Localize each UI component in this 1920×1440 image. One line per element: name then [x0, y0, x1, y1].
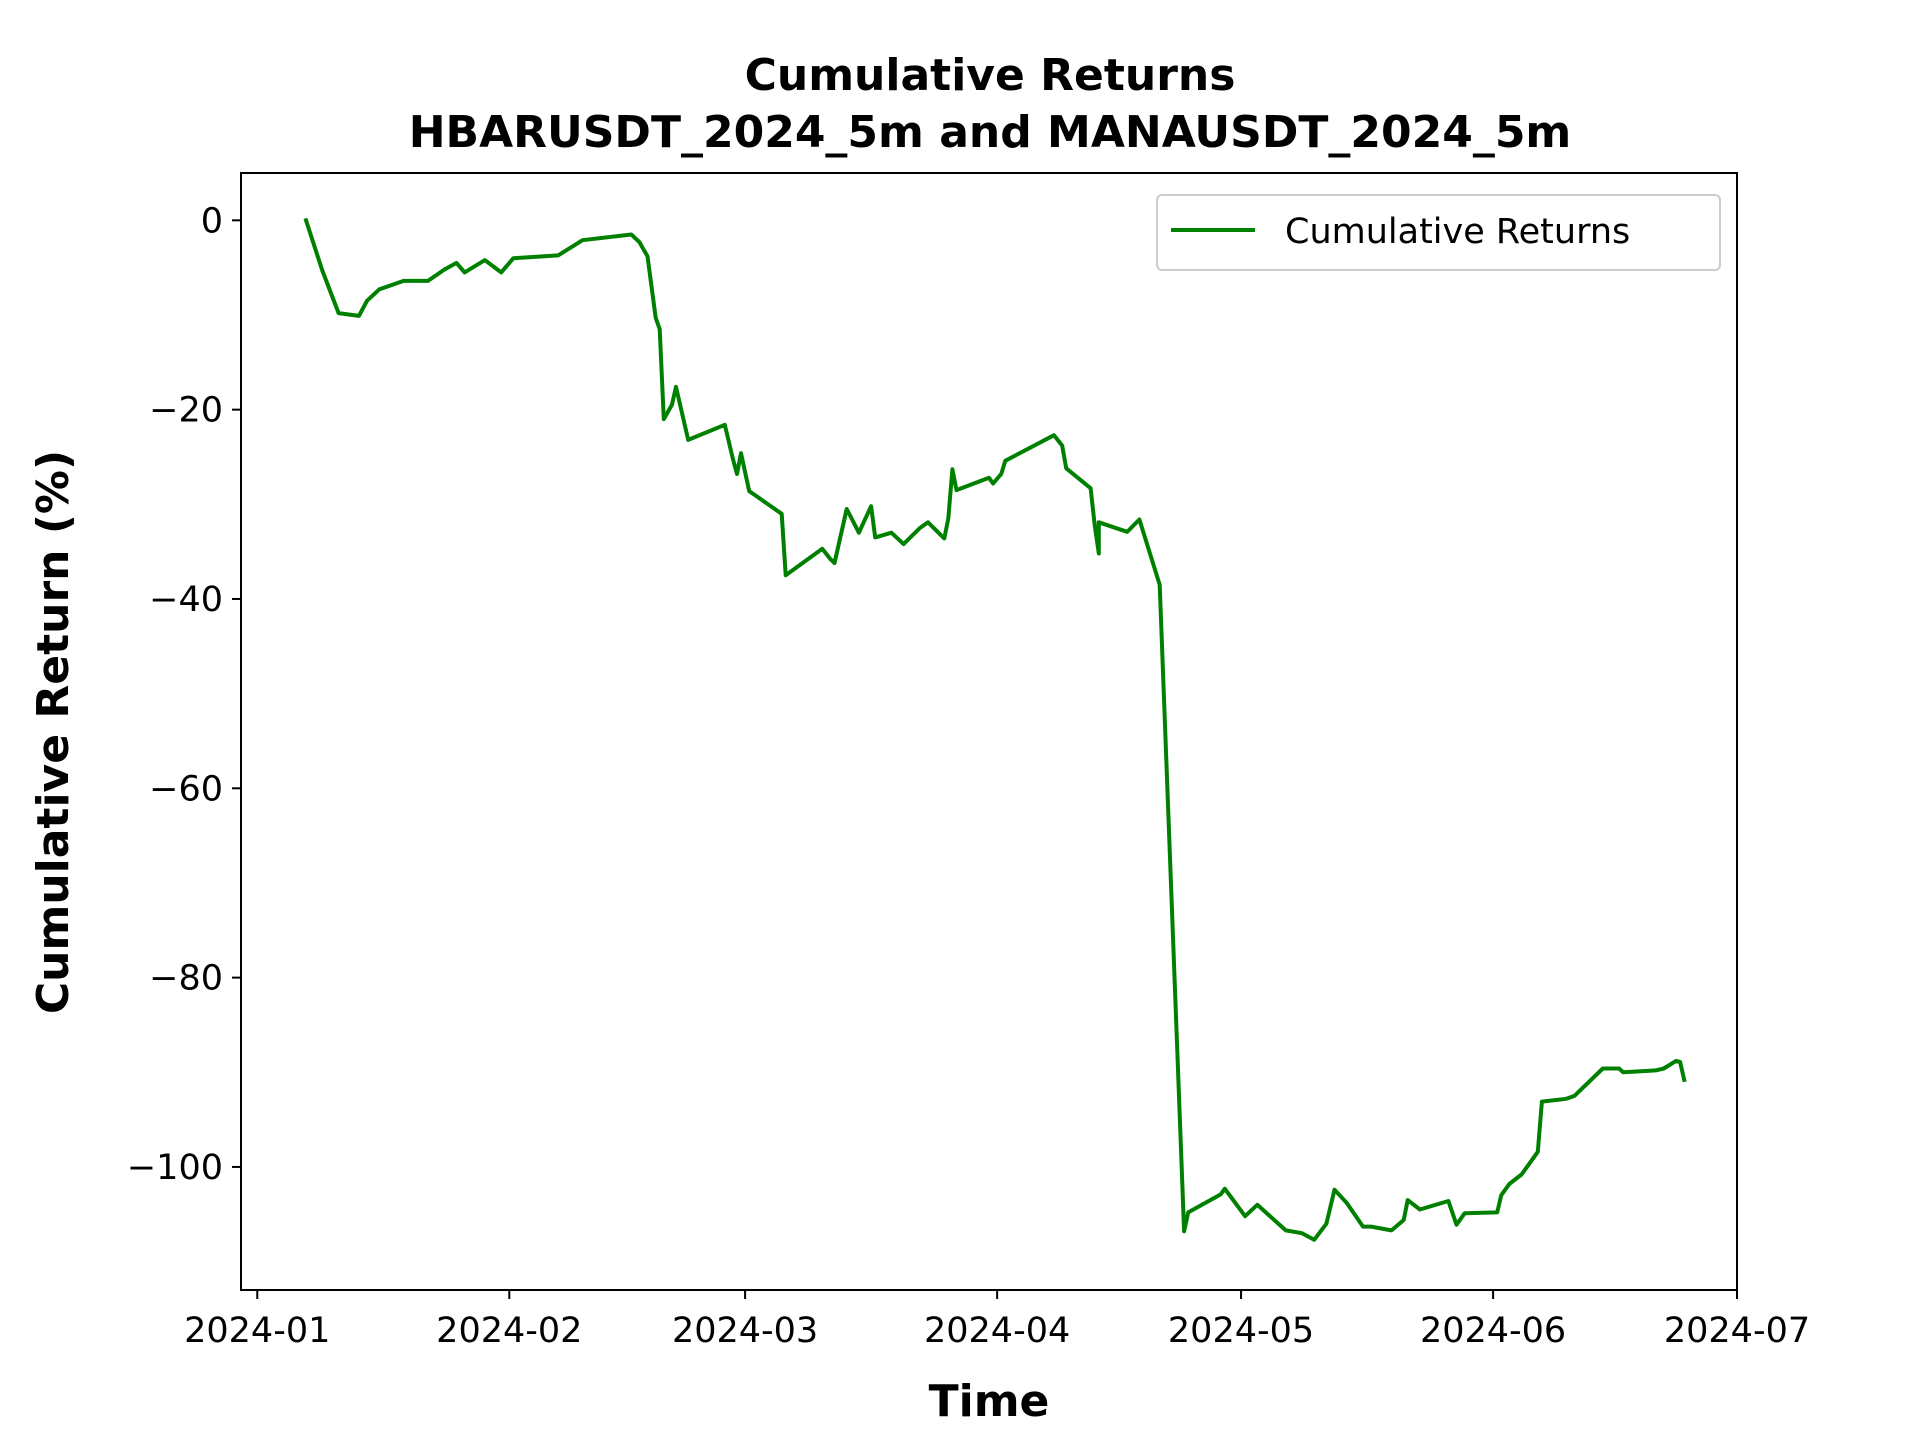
x-tick-label: 2024-06: [1420, 1311, 1566, 1351]
x-tick-label: 2024-05: [1168, 1311, 1314, 1351]
y-tick-label: 0: [201, 201, 223, 241]
y-ticks: 0 −20 −40 −60 −80 −100: [127, 201, 241, 1188]
y-tick-label: −100: [127, 1148, 223, 1188]
series-line-cumulative-returns: [303, 217, 1687, 1242]
y-tick-label: −80: [149, 959, 223, 999]
x-tick-label: 2024-04: [924, 1311, 1070, 1351]
x-tick-label: 2024-01: [184, 1311, 330, 1351]
y-tick-label: −20: [149, 391, 223, 431]
plot-area: [241, 173, 1737, 1290]
chart-title: Cumulative Returns: [745, 50, 1236, 101]
x-tick-label: 2024-07: [1664, 1311, 1810, 1351]
plot-frame: [240, 172, 1738, 1291]
y-tick-label: −60: [149, 769, 223, 809]
x-tick-label: 2024-02: [436, 1311, 582, 1351]
y-tick-label: −40: [149, 580, 223, 620]
legend: Cumulative Returns: [1156, 194, 1721, 271]
legend-box: [1156, 194, 1721, 271]
x-ticks: 2024-01 2024-02 2024-03 2024-04 2024-05 2024-…: [184, 1290, 1810, 1351]
y-axis-label: Cumulative Return (%): [28, 450, 79, 1014]
legend-label: Cumulative Returns: [1285, 212, 1630, 252]
x-axis-label: Time: [929, 1376, 1050, 1427]
x-tick-label: 2024-03: [672, 1311, 818, 1351]
chart-subtitle: HBARUSDT_2024_5m and MANAUSDT_2024_5m: [409, 107, 1572, 158]
